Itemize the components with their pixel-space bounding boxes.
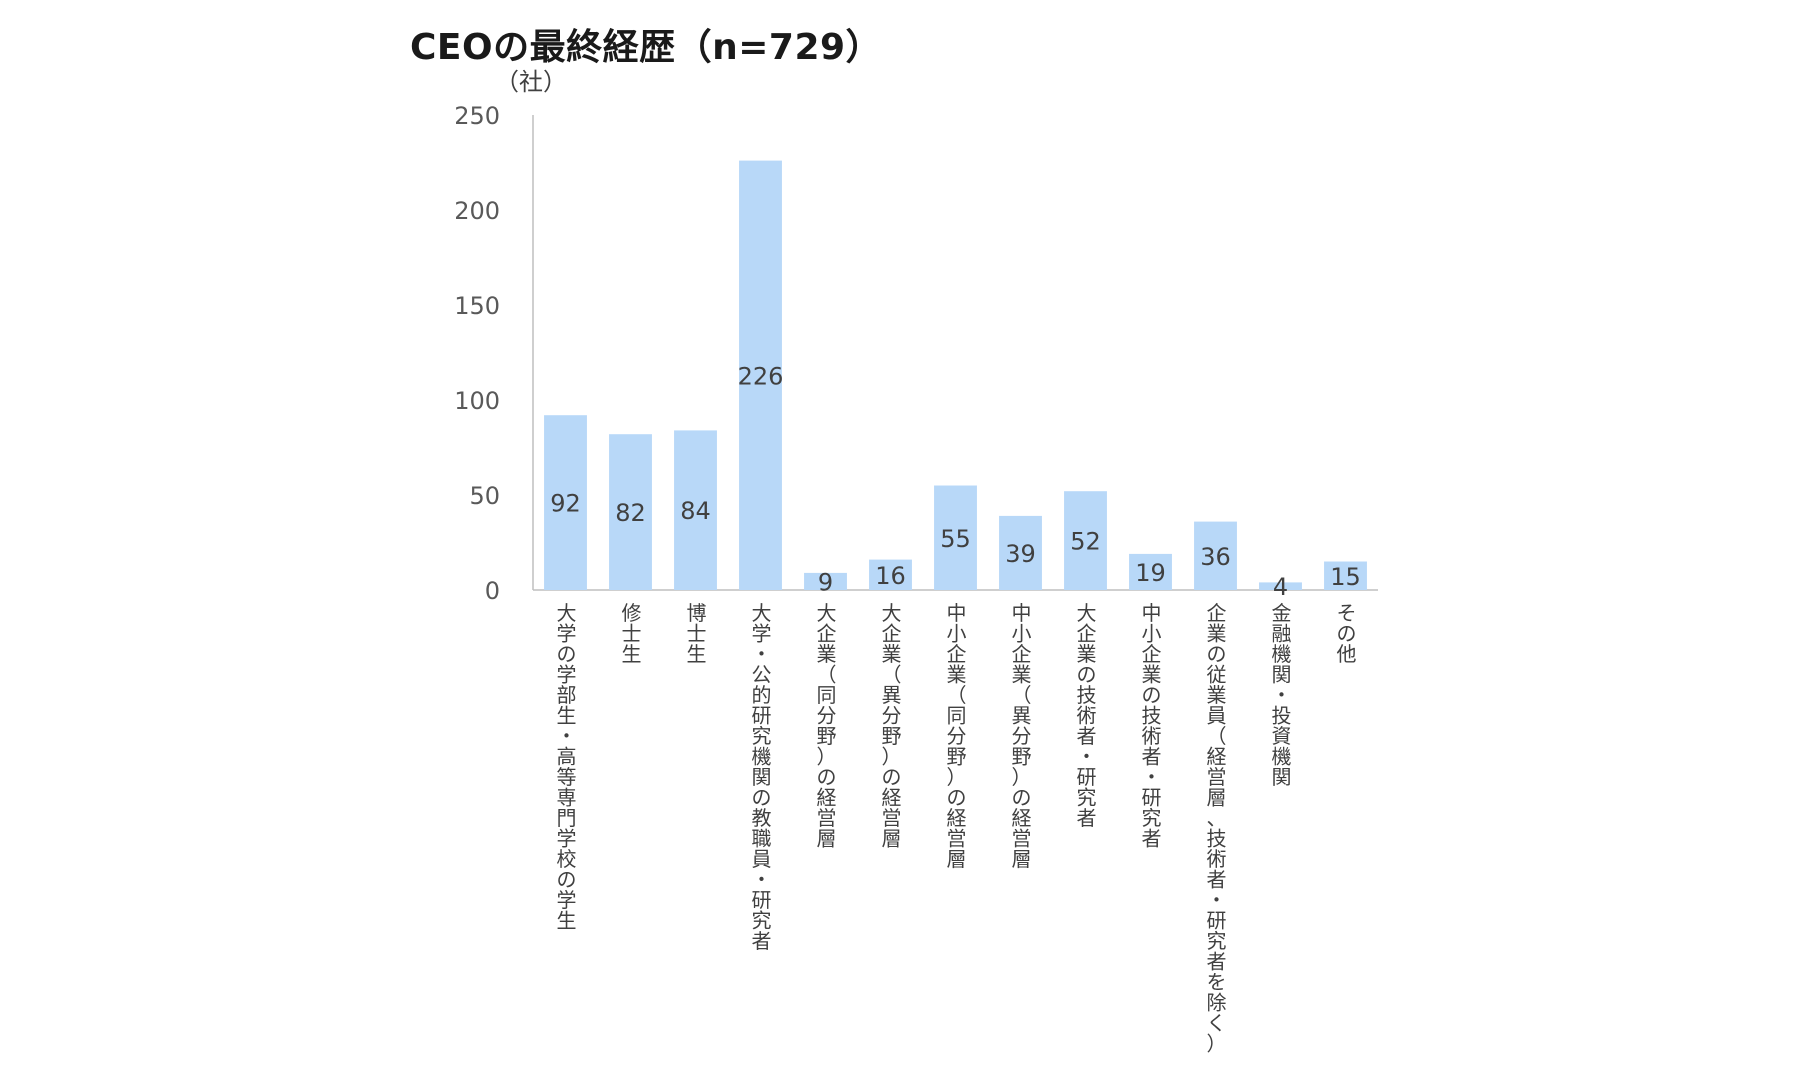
- bar: [804, 572, 847, 590]
- data-label: 39: [1005, 540, 1036, 568]
- bar: [544, 415, 587, 590]
- data-label: 19: [1135, 559, 1166, 587]
- data-label: 16: [875, 562, 906, 590]
- category-label: 修士生: [622, 601, 642, 666]
- y-tick-label: 150: [454, 292, 500, 320]
- bar: [674, 430, 717, 590]
- chart-title: CEOの最終経歴（n=729）: [410, 27, 883, 68]
- y-tick-label: 50: [469, 482, 500, 510]
- data-label: 82: [615, 499, 646, 527]
- category-label: 大企業の技術者・研究者: [1077, 601, 1097, 830]
- data-label: 9: [818, 568, 833, 596]
- bar: [739, 160, 782, 590]
- category-label: 大企業（異分野）の経営層: [882, 601, 902, 851]
- category-label: 中小企業（同分野）の経営層: [947, 601, 967, 871]
- y-tick-label: 200: [454, 197, 500, 225]
- y-axis-unit-label: （社）: [495, 68, 567, 96]
- data-label: 4: [1273, 573, 1288, 601]
- bar: [999, 515, 1042, 590]
- bar: [869, 559, 912, 590]
- bar: [1194, 521, 1237, 590]
- y-tick-label: 0: [485, 577, 500, 605]
- category-labels-group: 大学の学部生・高等専門学校の学生 修士生 博士生 大学・公的研究機関の教職員・研究者 大…: [557, 601, 1357, 1056]
- category-label: 博士生: [687, 601, 707, 666]
- category-label: 中小企業（異分野）の経営層: [1012, 601, 1032, 871]
- bar: [609, 434, 652, 590]
- category-label: 大学の学部生・高等専門学校の学生: [557, 601, 577, 933]
- data-label: 52: [1070, 528, 1101, 556]
- y-tick-label: 100: [454, 387, 500, 415]
- data-label: 55: [940, 525, 971, 553]
- bar: [1129, 553, 1172, 590]
- y-tick-label: 250: [454, 102, 500, 130]
- bar: [1324, 561, 1367, 590]
- category-label: 金融機関・投資機関: [1272, 601, 1292, 789]
- y-axis-ticks: 0 50 100 150 200 250: [454, 102, 500, 605]
- data-label: 92: [550, 490, 581, 518]
- data-label: 84: [680, 497, 711, 525]
- bar: [934, 485, 977, 590]
- data-labels-group: 92 82 84 226 9 16 55 39 52 19 36 4 15: [550, 362, 1361, 601]
- data-label: 15: [1330, 563, 1361, 591]
- bar: [1259, 582, 1302, 590]
- category-label: 大学・公的研究機関の教職員・研究者: [752, 601, 772, 953]
- category-label: その他: [1337, 601, 1357, 666]
- category-label: 中小企業の技術者・研究者: [1142, 601, 1162, 851]
- bar: [1064, 491, 1107, 590]
- category-label: 大企業（同分野）の経営層: [817, 601, 837, 851]
- data-label: 226: [738, 362, 784, 390]
- data-label: 36: [1200, 543, 1231, 571]
- category-label: 企業の従業員（経営層、技術者・研究者を除く）: [1207, 601, 1227, 1056]
- bars-group: [544, 160, 1367, 590]
